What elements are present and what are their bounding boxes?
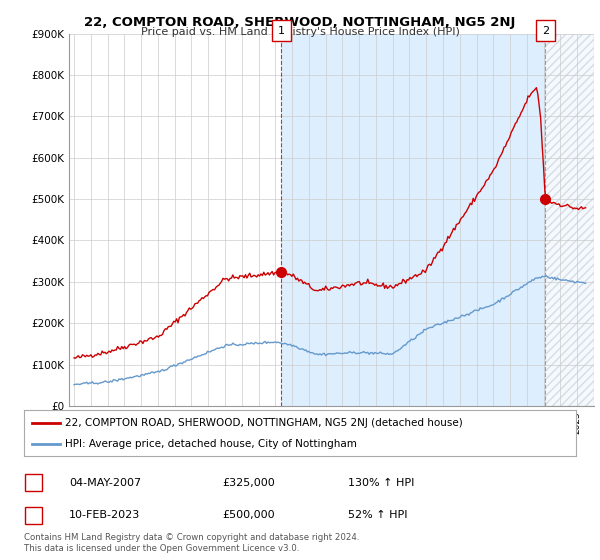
Text: Price paid vs. HM Land Registry's House Price Index (HPI): Price paid vs. HM Land Registry's House … xyxy=(140,27,460,37)
Text: 1: 1 xyxy=(278,26,284,36)
Text: 130% ↑ HPI: 130% ↑ HPI xyxy=(348,478,415,488)
Text: 22, COMPTON ROAD, SHERWOOD, NOTTINGHAM, NG5 2NJ: 22, COMPTON ROAD, SHERWOOD, NOTTINGHAM, … xyxy=(85,16,515,29)
Text: 10-FEB-2023: 10-FEB-2023 xyxy=(69,510,140,520)
Text: 04-MAY-2007: 04-MAY-2007 xyxy=(69,478,141,488)
Bar xyxy=(545,34,594,406)
Text: Contains HM Land Registry data © Crown copyright and database right 2024.
This d: Contains HM Land Registry data © Crown c… xyxy=(24,533,359,553)
Text: 52% ↑ HPI: 52% ↑ HPI xyxy=(348,510,407,520)
Bar xyxy=(281,34,545,406)
Text: 2: 2 xyxy=(30,510,37,520)
Text: 1: 1 xyxy=(30,478,37,488)
Text: 2: 2 xyxy=(542,26,549,36)
Text: £325,000: £325,000 xyxy=(222,478,275,488)
Text: HPI: Average price, detached house, City of Nottingham: HPI: Average price, detached house, City… xyxy=(65,439,357,449)
Text: £500,000: £500,000 xyxy=(222,510,275,520)
Bar xyxy=(545,34,594,406)
Text: 22, COMPTON ROAD, SHERWOOD, NOTTINGHAM, NG5 2NJ (detached house): 22, COMPTON ROAD, SHERWOOD, NOTTINGHAM, … xyxy=(65,418,463,428)
